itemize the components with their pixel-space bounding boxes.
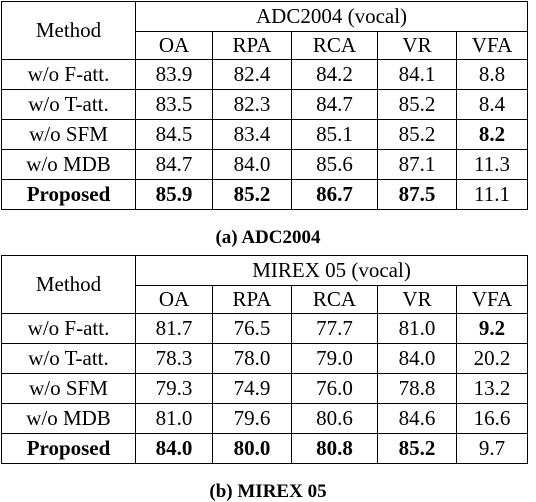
value-cell-vfa: 9.2 [455, 313, 529, 344]
column-header-vfa: VFA [455, 285, 529, 314]
table-row: w/o T-att. 78.3 78.0 79.0 84.0 20.2 [1, 343, 529, 374]
dataset-header: MIREX 05 (vocal) [134, 255, 529, 286]
method-cell: w/o F-att. [1, 313, 136, 344]
value-cell-vr: 85.2 [377, 433, 457, 464]
column-header-vr: VR [377, 285, 457, 314]
table-caption: (b) MIREX 05 [209, 481, 327, 502]
table-row: w/o SFM 84.5 83.4 85.1 85.2 8.2 [1, 119, 529, 150]
value-cell-oa: 79.3 [135, 373, 213, 404]
value-cell-rca: 76.0 [291, 373, 378, 404]
column-header-vr: VR [377, 31, 457, 60]
value-cell-vfa: 8.8 [455, 59, 529, 90]
method-cell: Proposed [1, 179, 136, 210]
method-cell: w/o MDB [1, 149, 136, 180]
value-cell-oa: 81.0 [135, 403, 213, 434]
table-row: w/o T-att. 83.5 82.3 84.7 85.2 8.4 [1, 89, 529, 120]
value-cell-vr: 84.0 [377, 343, 457, 374]
value-cell-rpa: 84.0 [212, 149, 292, 180]
value-cell-vfa: 8.2 [455, 119, 529, 150]
value-cell-vr: 84.6 [377, 403, 457, 434]
method-cell: w/o SFM [1, 119, 136, 150]
table-row: w/o SFM 79.3 74.9 76.0 78.8 13.2 [1, 373, 529, 404]
value-cell-rca: 84.7 [291, 89, 378, 120]
value-cell-rpa: 79.6 [212, 403, 292, 434]
value-cell-oa: 83.9 [135, 59, 213, 90]
value-cell-rca: 80.8 [291, 433, 378, 464]
value-cell-rca: 80.6 [291, 403, 378, 434]
table-caption: (a) ADC2004 [215, 227, 321, 248]
table-row: Proposed 84.0 80.0 80.8 85.2 9.7 [1, 433, 529, 464]
value-cell-vfa: 9.7 [455, 433, 529, 464]
value-cell-vfa: 11.1 [455, 179, 529, 210]
column-header-rca: RCA [291, 31, 378, 60]
results-table-adc2004: Method ADC2004 (vocal) OA RPA RCA VR VFA… [1, 1, 529, 210]
column-header-oa: OA [135, 285, 213, 314]
value-cell-oa: 84.0 [135, 433, 213, 464]
value-cell-rca: 84.2 [291, 59, 378, 90]
value-cell-vfa: 13.2 [455, 373, 529, 404]
method-header: Method [1, 255, 136, 314]
value-cell-rpa: 82.4 [212, 59, 292, 90]
value-cell-vr: 87.1 [377, 149, 457, 180]
table-row: w/o F-att. 81.7 76.5 77.7 81.0 9.2 [1, 313, 529, 344]
value-cell-oa: 83.5 [135, 89, 213, 120]
value-cell-vr: 85.2 [377, 89, 457, 120]
column-header-rpa: RPA [212, 31, 292, 60]
value-cell-rca: 77.7 [291, 313, 378, 344]
method-header: Method [1, 1, 136, 60]
value-cell-rpa: 74.9 [212, 373, 292, 404]
value-cell-rpa: 78.0 [212, 343, 292, 374]
results-table-mirex05: Method MIREX 05 (vocal) OA RPA RCA VR VF… [1, 255, 529, 464]
method-cell: w/o F-att. [1, 59, 136, 90]
value-cell-rpa: 85.2 [212, 179, 292, 210]
value-cell-vfa: 20.2 [455, 343, 529, 374]
column-header-oa: OA [135, 31, 213, 60]
value-cell-vr: 84.1 [377, 59, 457, 90]
value-cell-vfa: 16.6 [455, 403, 529, 434]
value-cell-oa: 81.7 [135, 313, 213, 344]
table-row: w/o MDB 81.0 79.6 80.6 84.6 16.6 [1, 403, 529, 434]
value-cell-vr: 85.2 [377, 119, 457, 150]
value-cell-vfa: 11.3 [455, 149, 529, 180]
value-cell-oa: 78.3 [135, 343, 213, 374]
value-cell-rca: 85.1 [291, 119, 378, 150]
method-cell: w/o T-att. [1, 89, 136, 120]
value-cell-oa: 84.7 [135, 149, 213, 180]
value-cell-vr: 78.8 [377, 373, 457, 404]
method-cell: w/o T-att. [1, 343, 136, 374]
value-cell-rpa: 83.4 [212, 119, 292, 150]
table-body: w/o F-att. 83.9 82.4 84.2 84.1 8.8 w/o T-att. 8… [1, 59, 529, 210]
table-row: w/o F-att. 83.9 82.4 84.2 84.1 8.8 [1, 59, 529, 90]
method-cell: w/o MDB [1, 403, 136, 434]
dataset-header: ADC2004 (vocal) [134, 1, 529, 32]
column-header-vfa: VFA [455, 31, 529, 60]
table-row: Proposed 85.9 85.2 86.7 87.5 11.1 [1, 179, 529, 210]
value-cell-rca: 79.0 [291, 343, 378, 374]
table-body: w/o F-att. 81.7 76.5 77.7 81.0 9.2 w/o T-att. 7… [1, 313, 529, 464]
value-cell-rpa: 82.3 [212, 89, 292, 120]
method-cell: w/o SFM [1, 373, 136, 404]
table-row: w/o MDB 84.7 84.0 85.6 87.1 11.3 [1, 149, 529, 180]
value-cell-rca: 85.6 [291, 149, 378, 180]
method-cell: Proposed [1, 433, 136, 464]
column-header-rca: RCA [291, 285, 378, 314]
value-cell-rpa: 80.0 [212, 433, 292, 464]
value-cell-vfa: 8.4 [455, 89, 529, 120]
value-cell-oa: 84.5 [135, 119, 213, 150]
value-cell-oa: 85.9 [135, 179, 213, 210]
value-cell-rca: 86.7 [291, 179, 378, 210]
value-cell-rpa: 76.5 [212, 313, 292, 344]
column-header-rpa: RPA [212, 285, 292, 314]
value-cell-vr: 81.0 [377, 313, 457, 344]
value-cell-vr: 87.5 [377, 179, 457, 210]
